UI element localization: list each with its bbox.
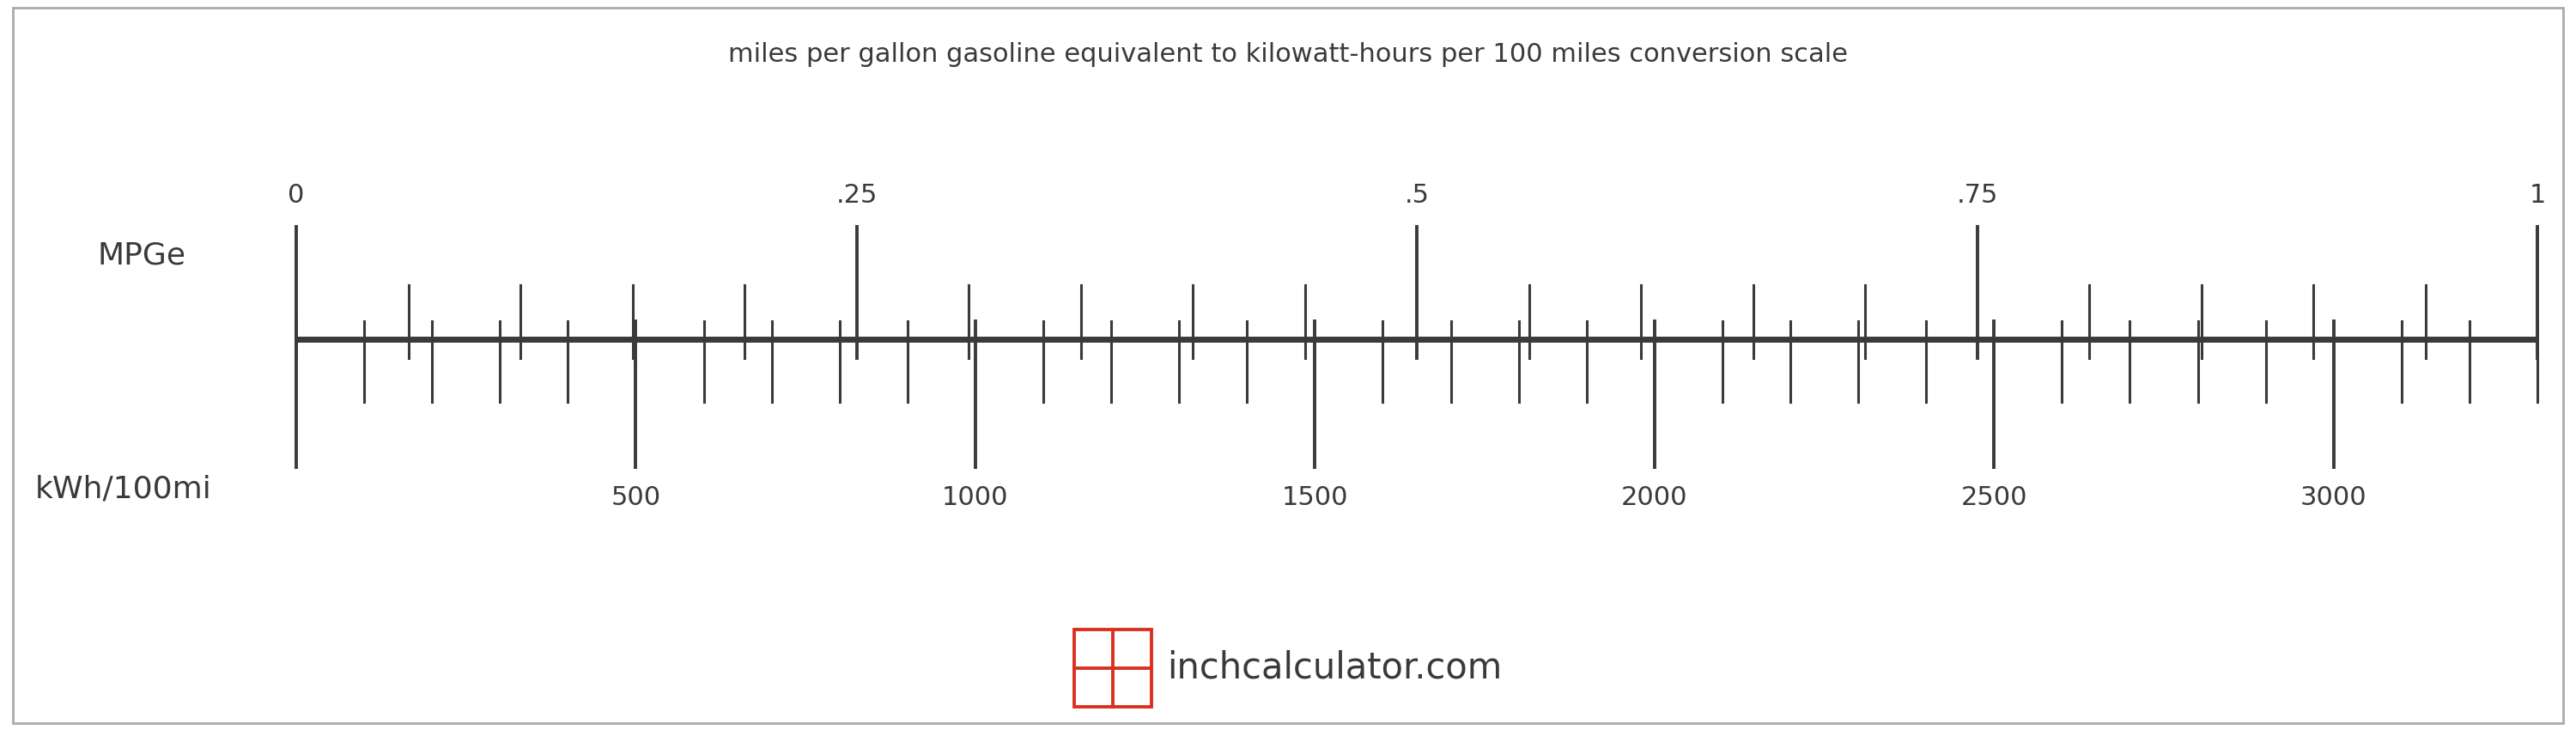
- Text: 2500: 2500: [1960, 485, 2027, 510]
- Text: 1000: 1000: [943, 485, 1010, 510]
- Text: .5: .5: [1404, 183, 1430, 208]
- Text: 1: 1: [2530, 183, 2545, 208]
- Text: inchcalculator.com: inchcalculator.com: [1167, 650, 1502, 686]
- Text: 0: 0: [289, 183, 304, 208]
- Text: 500: 500: [611, 485, 662, 510]
- Text: MPGe: MPGe: [98, 241, 185, 270]
- Text: 1500: 1500: [1283, 485, 1347, 510]
- Bar: [1074, 629, 1151, 707]
- Text: .75: .75: [1955, 183, 1999, 208]
- Text: miles per gallon gasoline equivalent to kilowatt-hours per 100 miles conversion : miles per gallon gasoline equivalent to …: [729, 42, 1847, 67]
- Text: 2000: 2000: [1620, 485, 1687, 510]
- Text: kWh/100mi: kWh/100mi: [36, 474, 211, 504]
- Text: .25: .25: [835, 183, 878, 208]
- Text: 3000: 3000: [2300, 485, 2367, 510]
